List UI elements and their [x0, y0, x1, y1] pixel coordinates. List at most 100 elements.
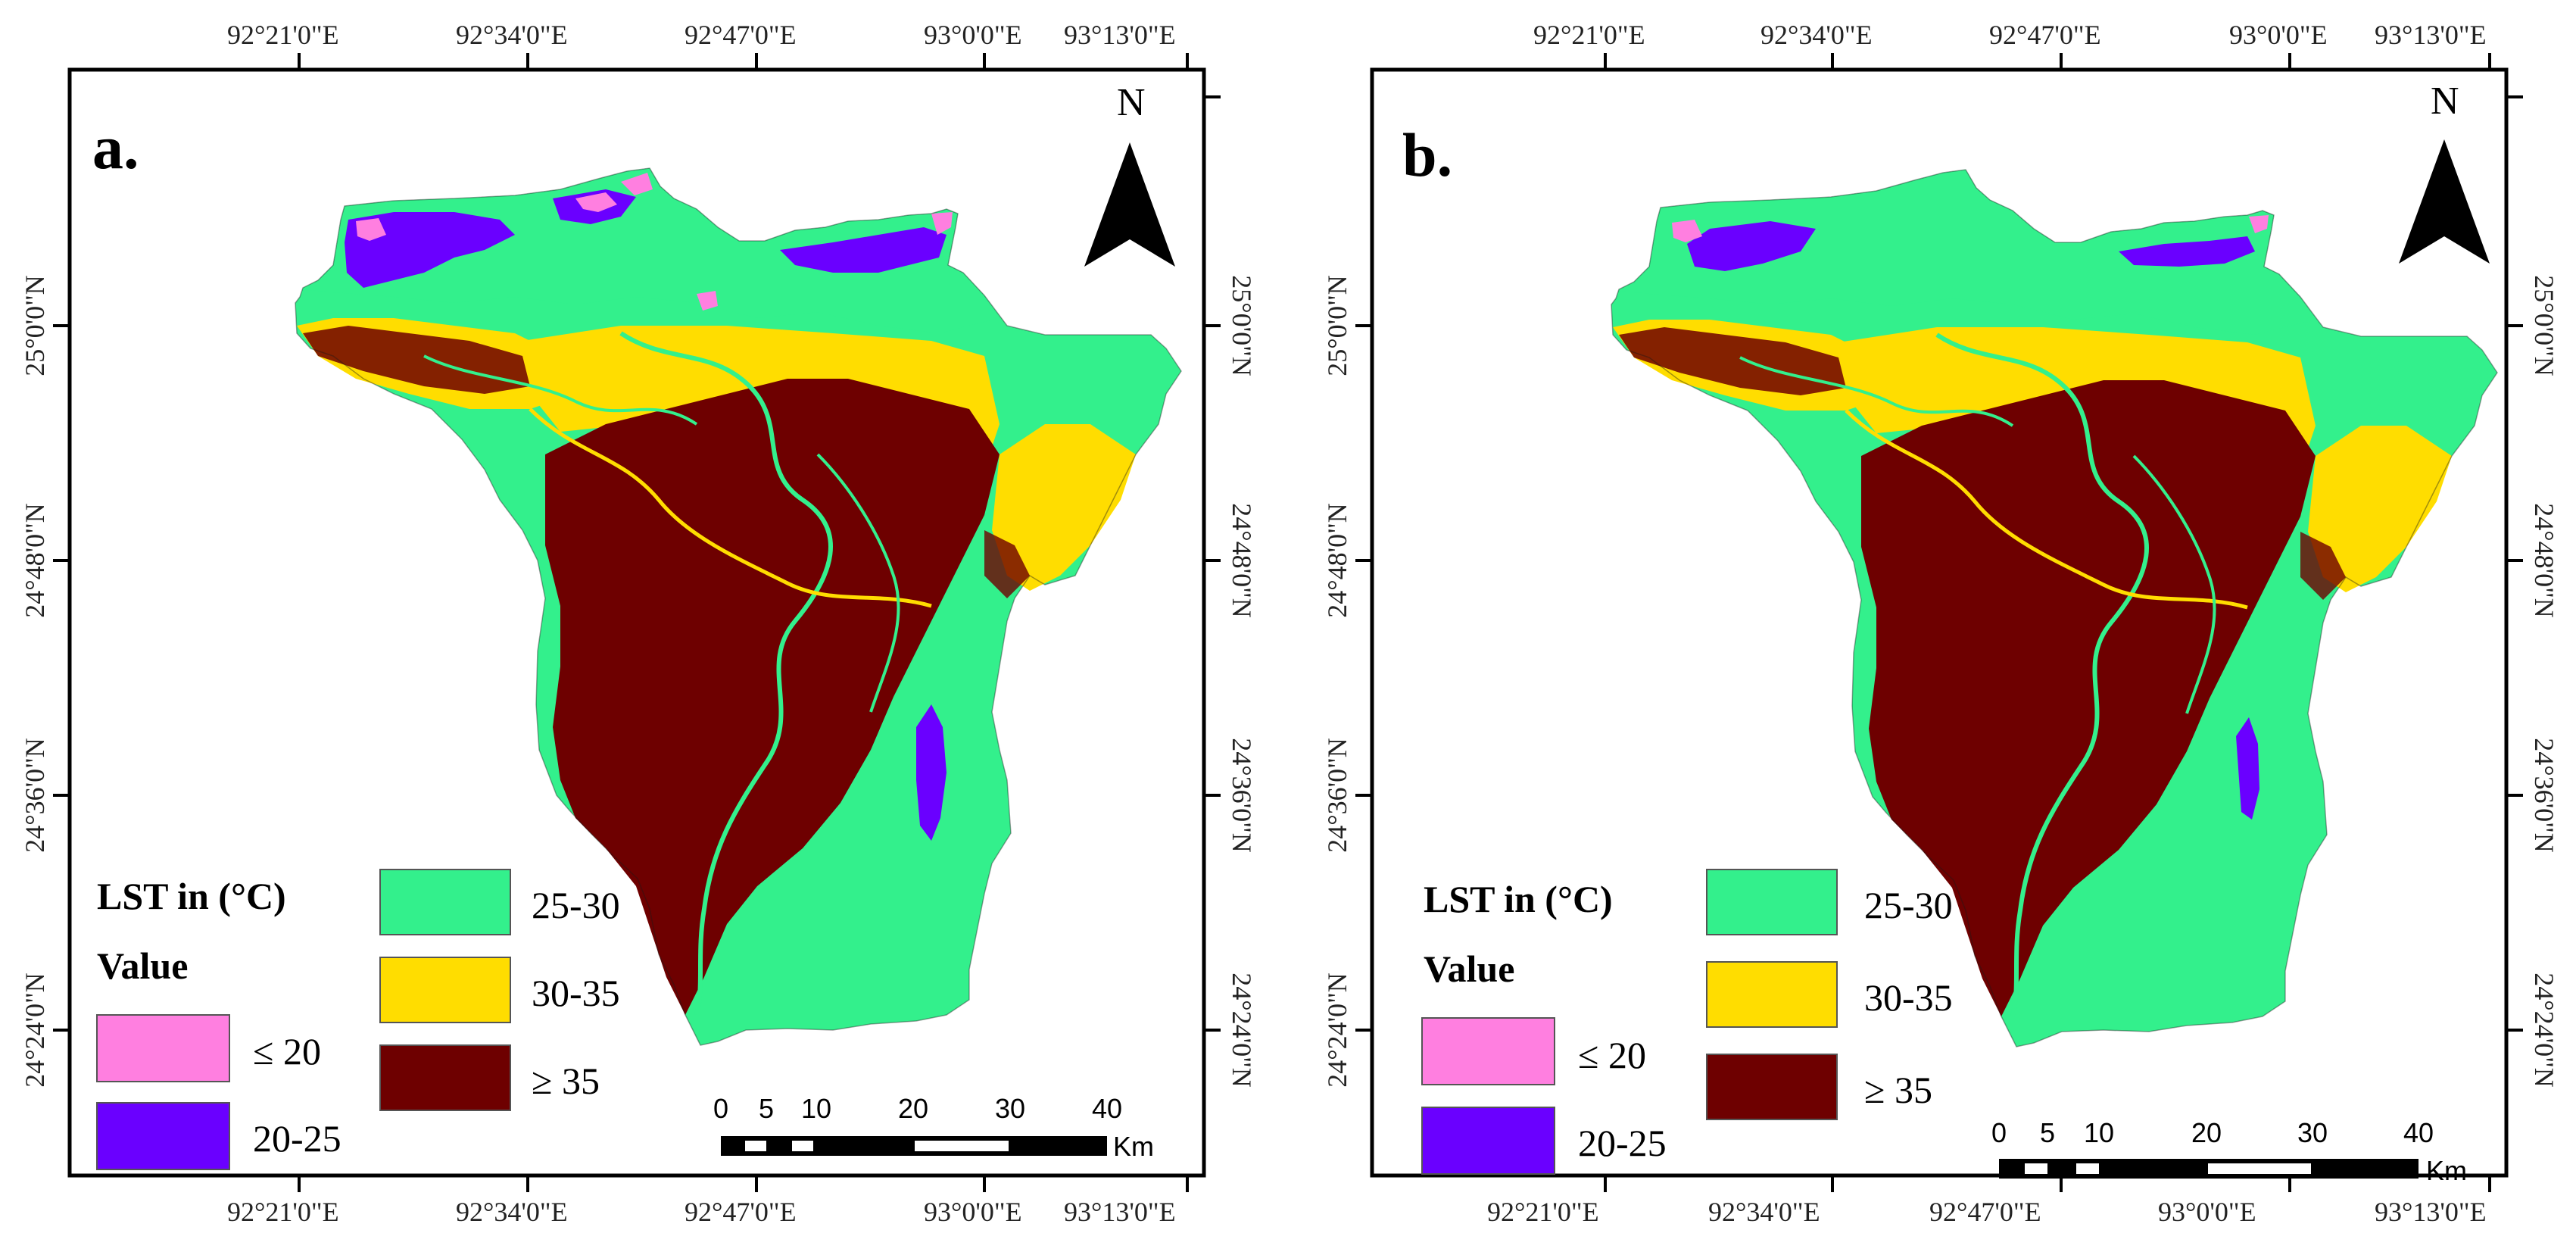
legend-label: ≤ 20: [1578, 1034, 1646, 1076]
bottom-tick-label: 92°21'0"E: [227, 1197, 339, 1227]
left-tick-label: 24°48'0"N: [20, 503, 50, 618]
legend-label: ≥ 35: [1864, 1069, 1932, 1111]
left-tick-label: 25°0'0"N: [1322, 275, 1352, 376]
legend-item: 20-25: [96, 1102, 341, 1170]
top-tick-label: 93°0'0"E: [2229, 20, 2328, 50]
scale-tick-label: 10: [2084, 1117, 2114, 1148]
top-tick-label: 92°21'0"E: [1533, 20, 1645, 50]
left-tick-label: 24°24'0"N: [20, 973, 50, 1088]
panel-b-right-ticks: 25°0'0"N 24°48'0"N 24°36'0"N 24°24'0"N: [2529, 275, 2559, 1088]
bottom-tick-label: 92°47'0"E: [1929, 1197, 2041, 1227]
panel-b-left-ticks: 25°0'0"N 24°48'0"N 24°36'0"N 24°24'0"N: [1322, 275, 1352, 1088]
scale-unit: Km: [1113, 1131, 1154, 1162]
panel-b-legend: LST in (°C) Value ≤ 20 20-25 25-30 30-35…: [1421, 869, 1953, 1175]
north-label: N: [1117, 81, 1146, 124]
left-tick-label: 25°0'0"N: [20, 275, 50, 376]
panel-b: 92°21'0"E 92°34'0"E 92°47'0"E 93°0'0"E 9…: [1322, 20, 2559, 1227]
bottom-tick-label: 92°47'0"E: [685, 1197, 797, 1227]
legend-swatch: [1421, 1107, 1555, 1175]
north-arrow-icon: [2399, 139, 2490, 264]
legend-swatch: [1421, 1017, 1555, 1085]
scale-tick-label: 10: [801, 1093, 831, 1124]
legend-label: 20-25: [253, 1117, 341, 1160]
legend-subtitle: Value: [97, 944, 188, 987]
legend-item: 25-30: [379, 869, 620, 935]
legend-item: ≤ 20: [1421, 1017, 1646, 1085]
right-tick-label: 25°0'0"N: [2529, 275, 2559, 376]
top-tick-label: 93°13'0"E: [1064, 20, 1176, 50]
legend-item: 25-30: [1706, 869, 1953, 935]
right-tick-label: 24°24'0"N: [1227, 973, 1257, 1088]
bottom-tick-label: 93°13'0"E: [1064, 1197, 1176, 1227]
panel-a-north-arrow: N: [1084, 81, 1175, 267]
panel-a-top-ticks: 92°21'0"E 92°34'0"E 92°47'0"E 93°0'0"E 9…: [227, 20, 1176, 50]
panel-a-scale-bar: 0 5 10 20 30 40 Km: [713, 1093, 1154, 1162]
top-tick-label: 93°0'0"E: [924, 20, 1022, 50]
legend-subtitle: Value: [1424, 948, 1514, 990]
legend-label: 20-25: [1578, 1122, 1667, 1164]
left-tick-label: 24°36'0"N: [20, 738, 50, 853]
legend-label: 25-30: [1864, 884, 1953, 926]
left-tick-label: 24°48'0"N: [1322, 503, 1352, 618]
scale-tick-label: 40: [2403, 1117, 2434, 1148]
left-tick-label: 24°36'0"N: [1322, 738, 1352, 853]
north-arrow-icon: [1084, 142, 1175, 267]
legend-label: ≥ 35: [532, 1060, 600, 1102]
scale-tick-label: 30: [995, 1093, 1025, 1124]
north-label: N: [2431, 80, 2459, 123]
top-tick-label: 92°34'0"E: [1760, 20, 1873, 50]
right-tick-label: 24°36'0"N: [2529, 738, 2559, 853]
legend-swatch: [1706, 1054, 1838, 1120]
panel-b-label: b.: [1402, 120, 1452, 189]
panel-a-legend: LST in (°C) Value ≤ 20 20-25 25-30 30-35…: [96, 869, 620, 1170]
legend-label: 30-35: [532, 972, 620, 1014]
legend-item: ≤ 20: [96, 1014, 321, 1082]
top-tick-label: 92°47'0"E: [1989, 20, 2101, 50]
scale-tick-label: 0: [713, 1093, 728, 1124]
panel-a-right-ticks: 25°0'0"N 24°48'0"N 24°36'0"N 24°24'0"N: [1227, 275, 1257, 1088]
scale-tick-label: 20: [898, 1093, 928, 1124]
bottom-tick-label: 92°21'0"E: [1487, 1197, 1599, 1227]
bottom-tick-label: 93°0'0"E: [924, 1197, 1022, 1227]
bottom-tick-label: 93°13'0"E: [2375, 1197, 2487, 1227]
panel-b-lst-map: [1611, 169, 2498, 1047]
legend-label: 25-30: [532, 884, 620, 926]
scale-tick-label: 5: [2040, 1117, 2055, 1148]
top-tick-label: 92°21'0"E: [227, 20, 339, 50]
legend-label: ≤ 20: [253, 1030, 321, 1072]
scale-unit: Km: [2426, 1155, 2467, 1186]
legend-title: LST in (°C): [1424, 878, 1613, 920]
panel-b-top-ticks: 92°21'0"E 92°34'0"E 92°47'0"E 93°0'0"E 9…: [1533, 20, 2487, 50]
right-tick-label: 24°24'0"N: [2529, 973, 2559, 1088]
top-tick-label: 92°47'0"E: [685, 20, 797, 50]
right-tick-label: 25°0'0"N: [1227, 275, 1257, 376]
legend-title: LST in (°C): [97, 875, 286, 917]
legend-swatch: [379, 1044, 511, 1111]
legend-swatch: [379, 957, 511, 1023]
bottom-tick-label: 92°34'0"E: [1708, 1197, 1820, 1227]
scale-tick-label: 20: [2191, 1117, 2222, 1148]
scale-tick-label: 40: [1092, 1093, 1122, 1124]
right-tick-label: 24°36'0"N: [1227, 738, 1257, 853]
bottom-tick-label: 93°0'0"E: [2158, 1197, 2256, 1227]
legend-swatch: [1706, 961, 1838, 1028]
legend-swatch: [1706, 869, 1838, 935]
panel-a-bottom-ticks: 92°21'0"E 92°34'0"E 92°47'0"E 93°0'0"E 9…: [227, 1197, 1176, 1227]
panel-a-left-ticks: 25°0'0"N 24°48'0"N 24°36'0"N 24°24'0"N: [20, 275, 50, 1088]
legend-swatch: [96, 1014, 230, 1082]
legend-swatch: [96, 1102, 230, 1170]
panel-b-north-arrow: N: [2399, 80, 2490, 264]
panel-b-scale-bar: 0 5 10 20 30 40 Km: [1991, 1117, 2467, 1186]
top-tick-label: 92°34'0"E: [456, 20, 568, 50]
panel-a-ticks: [53, 53, 1221, 1192]
panel-a: 92°21'0"E 92°34'0"E 92°47'0"E 93°0'0"E 9…: [20, 20, 1257, 1227]
legend-item: ≥ 35: [1706, 1054, 1932, 1120]
legend-item: ≥ 35: [379, 1044, 600, 1111]
legend-item: 30-35: [1706, 961, 1953, 1028]
panel-a-label: a.: [92, 113, 139, 182]
legend-item: 20-25: [1421, 1107, 1667, 1175]
panel-b-ticks: [1355, 53, 2523, 1192]
legend-label: 30-35: [1864, 976, 1953, 1019]
scale-tick-label: 30: [2297, 1117, 2328, 1148]
